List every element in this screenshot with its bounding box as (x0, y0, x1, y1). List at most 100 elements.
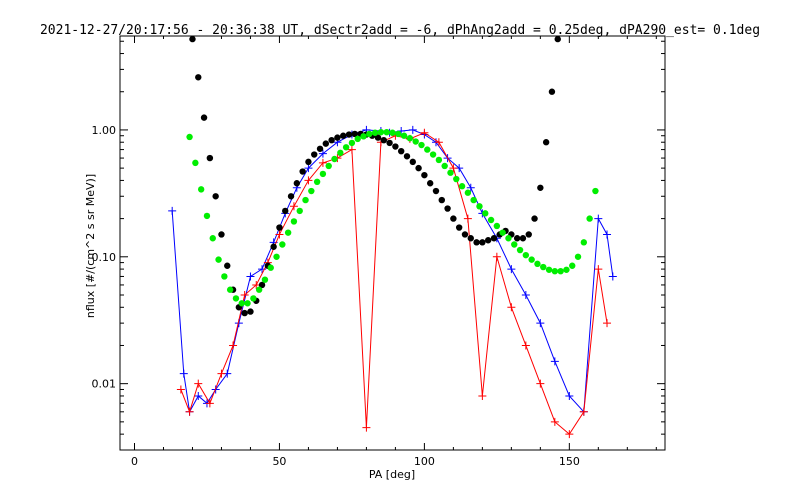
fit-point (293, 180, 301, 187)
fit-point (380, 136, 388, 144)
fit-point (189, 36, 196, 43)
fit-point (467, 235, 474, 242)
fit-point (186, 133, 193, 141)
fit-point (302, 196, 309, 204)
fit-point (354, 135, 361, 143)
fit-point (366, 130, 373, 138)
fit-point (200, 114, 208, 121)
series-line-1 (180, 132, 608, 435)
fit-point (267, 264, 274, 271)
fit-point (490, 235, 498, 242)
fit-point (534, 260, 541, 268)
fit-point (258, 281, 266, 289)
data-point (521, 290, 530, 299)
x-tick-label: 0 (131, 455, 138, 468)
fit-point (261, 276, 269, 283)
data-point (478, 391, 487, 400)
fit-point (305, 158, 312, 166)
data-point (449, 164, 458, 173)
data-point (565, 430, 574, 439)
data-layer (168, 36, 617, 439)
fit-point (397, 147, 405, 155)
fit-point (203, 212, 211, 220)
data-point (565, 391, 574, 400)
fit-point (322, 140, 330, 147)
fit-point (284, 229, 292, 236)
fit-point (209, 235, 216, 242)
fit-point (455, 224, 463, 231)
fit-point (383, 128, 390, 136)
fit-point (331, 155, 338, 163)
fit-point (519, 235, 527, 242)
fit-point (479, 239, 486, 246)
data-point (362, 423, 371, 432)
x-axis-label: PA [deg] (369, 468, 415, 481)
fit-point (447, 169, 454, 176)
fit-point (551, 267, 559, 275)
fit-point (400, 132, 408, 139)
fit-point (270, 243, 277, 250)
fit-point (360, 133, 367, 140)
data-point (420, 128, 429, 137)
data-point (603, 319, 612, 328)
fit-point (342, 144, 350, 151)
fit-point (255, 286, 263, 293)
fit-point (337, 149, 344, 157)
data-point (466, 183, 475, 192)
fit-point (287, 193, 295, 200)
fit-point (392, 143, 399, 150)
fit-point (250, 295, 257, 302)
data-point (507, 265, 516, 274)
fit-point (473, 239, 480, 246)
fit-point (308, 187, 315, 195)
fit-point (377, 128, 385, 136)
fit-point (345, 131, 353, 138)
fit-point (313, 178, 321, 186)
data-point (304, 176, 313, 185)
fit-point (316, 145, 324, 152)
fit-point (276, 224, 283, 231)
data-point (507, 303, 516, 312)
fit-point (574, 253, 582, 260)
fit-point (426, 180, 434, 187)
fit-point (421, 171, 428, 179)
series-1 (176, 128, 612, 439)
fit-point (244, 300, 251, 307)
fit-point (522, 251, 530, 259)
fit-point (406, 135, 414, 142)
fit-point (516, 246, 524, 254)
fit-point (470, 196, 477, 204)
x-tick-label: 50 (272, 455, 286, 468)
data-point (275, 230, 284, 239)
data-point (246, 272, 255, 281)
fit-point (192, 159, 199, 167)
fit-point (525, 231, 532, 238)
fit-point (371, 129, 379, 136)
fit-point (325, 162, 332, 170)
data-point (205, 399, 214, 408)
fit-point (592, 187, 599, 195)
fit-point (424, 146, 431, 153)
fit-point (531, 215, 538, 222)
fit-point (461, 231, 469, 238)
data-point (579, 407, 588, 416)
data-point (318, 149, 327, 158)
fit-point (432, 187, 440, 195)
data-point (176, 385, 185, 394)
fit-point (279, 241, 286, 248)
fit-point (224, 262, 231, 269)
data-point (550, 417, 559, 426)
fit-point (299, 168, 306, 175)
data-point (179, 369, 188, 378)
fit-point (415, 164, 422, 172)
fit-point (273, 253, 280, 260)
data-point (240, 290, 249, 299)
data-point (603, 230, 612, 239)
fit-point (493, 222, 501, 230)
fit-point (476, 203, 483, 210)
fit-point (586, 215, 593, 222)
data-point (289, 202, 298, 211)
data-point (194, 391, 203, 400)
fit-point (334, 134, 341, 141)
